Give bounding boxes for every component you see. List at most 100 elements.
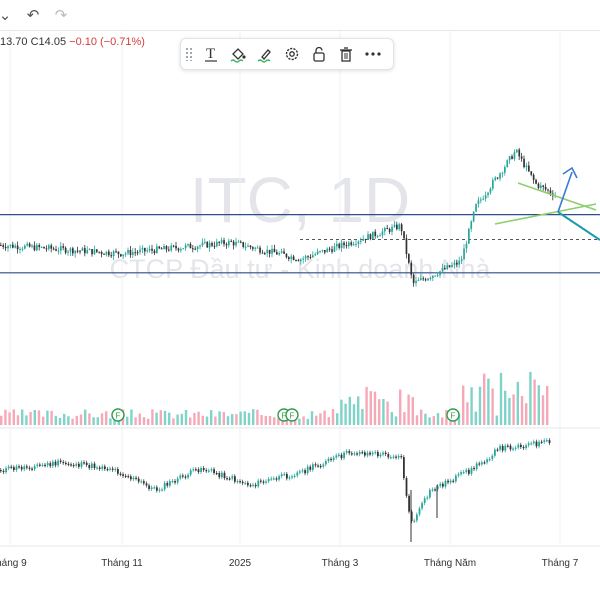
indicator-candle <box>434 489 436 491</box>
indicator-candle <box>10 466 13 468</box>
indicator-candle <box>273 478 275 480</box>
indicator-candle <box>280 474 283 477</box>
indicator-candle <box>52 461 54 467</box>
price-candle <box>372 231 374 240</box>
volume-bar <box>54 415 57 425</box>
indicator-candle <box>234 476 236 482</box>
price-candle <box>88 249 91 251</box>
price-candle <box>333 246 336 252</box>
indicator-candle <box>473 467 475 470</box>
earnings-badge[interactable]: F <box>446 408 460 422</box>
indicator-candle <box>348 451 351 454</box>
price-candle <box>321 250 324 252</box>
trash-icon[interactable] <box>332 41 359 67</box>
indicator-candle <box>184 476 187 478</box>
settings-icon[interactable] <box>278 41 305 67</box>
indicator-candle <box>44 464 46 467</box>
volume-bar <box>298 418 301 425</box>
volume-bar <box>239 411 242 425</box>
text-tool-icon[interactable]: T <box>197 41 224 67</box>
price-candle <box>297 260 300 262</box>
price-candle <box>144 247 146 252</box>
indicator-candle <box>468 469 470 474</box>
indicator-candle <box>200 467 202 472</box>
volume-bar <box>378 399 381 425</box>
indicator-candle <box>353 453 356 455</box>
price-candle <box>422 278 425 280</box>
indicator-candle <box>153 487 156 489</box>
indicator-candle <box>111 468 114 470</box>
earnings-badge[interactable]: F <box>285 408 299 422</box>
indicator-candle <box>67 463 70 465</box>
volume-bar <box>470 387 473 425</box>
price-candle <box>508 156 511 161</box>
indicator-candle <box>501 445 504 451</box>
indicator-candle <box>533 441 535 444</box>
indicator-candle <box>270 478 273 480</box>
volume-bar <box>436 413 440 425</box>
indicator-candle <box>39 464 41 466</box>
redo-icon[interactable]: ↷ <box>54 7 68 24</box>
volume-bar <box>25 415 28 425</box>
volume-bar <box>407 394 410 425</box>
unlock-icon[interactable] <box>305 41 332 67</box>
price-candle <box>151 248 153 251</box>
indicator-candle <box>20 466 23 470</box>
price-candle <box>369 234 372 240</box>
indicator-candle <box>504 445 507 451</box>
volume-bar <box>0 415 3 425</box>
fill-color-icon[interactable] <box>224 41 251 67</box>
ohlc-legend: 13.70 C14.05 −0.10 (−0.71%) <box>0 36 145 48</box>
horizontal-levels[interactable] <box>0 213 600 274</box>
volume-bar <box>75 415 78 425</box>
price-candle <box>276 252 278 255</box>
volume-bar <box>231 414 234 425</box>
indicator-candle <box>442 483 444 487</box>
indicator-candle <box>426 497 429 499</box>
price-candle <box>518 149 521 157</box>
price-candle <box>45 248 48 250</box>
price-candle <box>91 249 93 255</box>
volume-bar <box>336 413 339 425</box>
price-candle <box>252 247 254 249</box>
volume-bar <box>352 404 356 425</box>
line-color-icon[interactable] <box>251 41 278 67</box>
more-icon[interactable] <box>359 41 386 67</box>
price-candle <box>348 242 350 246</box>
price-candle <box>475 203 477 212</box>
volume-bar <box>319 413 322 425</box>
indicator-candle <box>163 482 166 490</box>
volume-bar <box>327 417 330 425</box>
indicator-candle <box>455 475 457 482</box>
volume-bar <box>365 386 368 425</box>
price-candle <box>57 250 60 252</box>
price-candle <box>520 156 523 159</box>
volume-bar <box>302 416 305 425</box>
volume-bar <box>210 410 213 425</box>
chevron-down-icon[interactable]: ⌄ <box>0 7 12 24</box>
price-candle <box>98 251 101 253</box>
earnings-badge[interactable]: F <box>111 408 125 422</box>
indicator-candle <box>202 467 205 471</box>
indicator-candle <box>122 474 124 476</box>
volume-bar <box>529 371 532 425</box>
indicator-candle <box>416 514 418 521</box>
drag-handle-icon[interactable] <box>185 47 193 61</box>
price-candle <box>72 248 74 254</box>
indicator-candle <box>413 520 416 522</box>
price-candle <box>136 252 139 254</box>
watermark-symbol: ITC, 1D <box>190 164 410 236</box>
earnings-badge-label: F <box>282 412 287 421</box>
volume-bar <box>84 409 87 425</box>
indicator-candle <box>182 475 184 477</box>
trendline-drawings[interactable] <box>494 166 600 241</box>
price-candle <box>290 256 293 260</box>
indicator-candle <box>439 483 442 487</box>
price-candle <box>156 246 158 254</box>
undo-icon[interactable]: ↶ <box>26 7 40 24</box>
price-candle <box>96 249 98 252</box>
indicator-candle <box>384 452 387 455</box>
indicator-candle <box>140 481 143 483</box>
